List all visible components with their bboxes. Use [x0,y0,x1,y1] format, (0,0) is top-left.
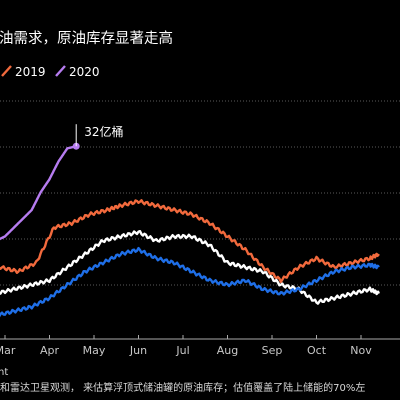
legend-swatch-2020 [55,65,66,77]
legend: 2019 2020 [1,65,100,79]
x-tick-jun: Jun [129,344,147,357]
x-tick-apr: Apr [40,344,60,357]
x-tick-sep: Sep [262,344,283,357]
chart-title: 油需求，原油库存显著走高 [0,31,173,47]
legend-label-2020: 2020 [69,65,100,79]
x-tick-mar: Mar [0,344,16,357]
note-line-2: 和雷达卫星观测， 来估算浮顶式储油罐的原油库存；估值覆盖了陆上储能的70%左 [0,383,366,394]
x-tick-nov: Nov [350,344,372,357]
x-tick-oct: Oct [307,344,327,357]
annotation: 32亿桶 [72,124,123,150]
series-line-unnamed-3 [0,246,380,318]
x-tick-jul: Jul [175,344,189,357]
legend-label-2019: 2019 [15,65,46,79]
series-lines [0,145,380,318]
x-tick-may: May [83,344,106,357]
annotation-label: 32亿桶 [84,124,123,139]
x-axis-ticks: Mar Apr May Jun Jul Aug Sep Oct Nov [0,335,372,357]
x-tick-aug: Aug [217,344,238,357]
legend-swatch-2019 [1,65,12,77]
note-line-1: nt [0,367,9,378]
series-line-2020 [0,145,77,241]
series-line-unnamed-2 [0,229,380,305]
series-line-2019 [0,199,380,284]
